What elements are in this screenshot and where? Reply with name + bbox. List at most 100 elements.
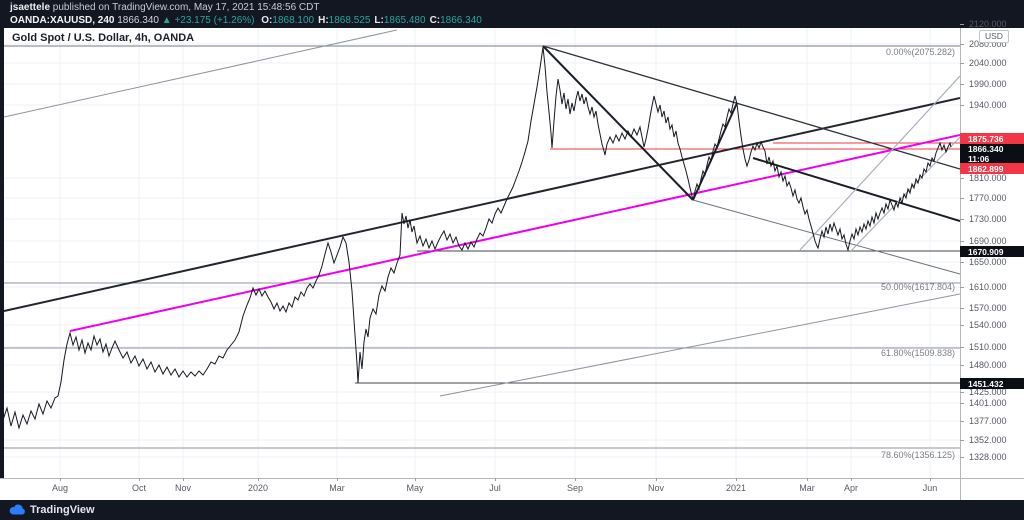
footer-bar: TradingView: [0, 500, 1024, 520]
price-axis-badge: 1866.340 11:06: [960, 143, 1024, 164]
ohlc-values: O:1868.100 H:1868.525 L:1865.480 C:1866.340: [257, 15, 482, 26]
price-tick-mark: [960, 44, 964, 45]
time-tick-mark: [851, 478, 852, 481]
time-tick-mark: [930, 478, 931, 481]
last-price: 1866.340: [117, 15, 159, 26]
drawing-magenta-trendline[interactable]: [69, 134, 960, 332]
price-tick-label: 2040.000: [969, 58, 1007, 68]
price-tick-mark: [960, 347, 964, 348]
price-tick-label: 1540.000: [969, 320, 1007, 330]
time-tick-mark: [656, 478, 657, 481]
ohlc-label: C:: [429, 15, 441, 26]
drawing-channel-black-upper[interactable]: [4, 97, 960, 312]
time-tick-label: Jul: [489, 483, 501, 493]
price-tick-label: 1940.000: [969, 100, 1007, 110]
badge-price: 1670.909: [968, 246, 1004, 257]
ohlc-value: 1868.100: [272, 15, 315, 26]
tradingview-brand-text[interactable]: TradingView: [30, 504, 95, 516]
price-tick-mark: [960, 198, 964, 199]
price-tick-mark: [960, 287, 964, 288]
price-axis-border: [960, 28, 961, 500]
drawing-trendline-highs[interactable]: [542, 45, 960, 170]
price-tick-mark: [960, 84, 964, 85]
fib-level-label: 0.00%(2075.282): [886, 47, 955, 57]
price-tick-label: 1650.000: [969, 257, 1007, 267]
price-axis[interactable]: 2120.000 2080.000 2040.000 1990.000 1940.000…: [960, 19, 1024, 478]
price-tick-label: 1770.000: [969, 193, 1007, 203]
price-tick-mark: [960, 421, 964, 422]
time-tick-mark: [575, 478, 576, 481]
drawing-zigzag-down[interactable]: [542, 45, 694, 201]
price-tick-mark: [960, 440, 964, 441]
time-tick-mark: [807, 478, 808, 481]
price-tick-label: 1377.000: [969, 416, 1007, 426]
time-tick-mark: [139, 478, 140, 481]
time-tick-mark: [736, 478, 737, 481]
price-tick-mark: [960, 262, 964, 263]
price-tick-label: 1990.000: [969, 79, 1007, 89]
time-tick-mark: [495, 478, 496, 481]
author-username: jsaettele: [10, 2, 51, 13]
time-tick-label: Oct: [131, 483, 146, 493]
price-tick-mark: [960, 403, 964, 404]
time-tick-label: Apr: [843, 483, 858, 493]
drawing-channel-gray-top[interactable]: [4, 29, 398, 118]
time-tick-label: Aug: [51, 483, 68, 493]
drawing-steep-channel-2[interactable]: [849, 136, 960, 253]
time-tick-label: Nov: [174, 483, 191, 493]
price-tick-label: 1401.000: [969, 398, 1007, 408]
price-tick-label: 1480.000: [969, 360, 1007, 370]
header-bar: jsaettele published on TradingView.com, …: [0, 0, 1024, 28]
ohlc-value: 1865.480: [383, 15, 426, 26]
time-tick-label: Mar: [799, 483, 815, 493]
price-chart-canvas[interactable]: 0.00%(2075.282) 50.00%(1617.804) 61.80%(15…: [0, 28, 1024, 478]
symbol-name: OANDA:XAUUSD, 240: [10, 15, 115, 26]
drawing-channel-gray-lower[interactable]: [439, 293, 960, 397]
price-tick-mark: [960, 308, 964, 309]
time-tick-mark: [337, 478, 338, 481]
tradingview-logo-icon[interactable]: [8, 504, 26, 516]
price-axis-badge: 1875.736: [960, 133, 1024, 144]
time-tick-label: Jun: [922, 483, 938, 493]
time-axis[interactable]: Aug Oct Nov 2020 Mar May Jul Sep Nov 2021 Mar Apr Ju…: [0, 478, 1024, 500]
drawing-trendline-lows[interactable]: [692, 199, 960, 275]
badge-price: 1451.432: [968, 378, 1004, 389]
fib-level-label: 78.60%(1356.125): [881, 450, 955, 460]
ohlc-label: L:: [374, 15, 384, 26]
ohlc-value: 1868.525: [328, 15, 371, 26]
time-tick-mark: [258, 478, 259, 481]
currency-badge[interactable]: USD: [979, 30, 1009, 43]
badge-price: 1862.899: [968, 163, 1004, 174]
time-tick-mark: [415, 478, 416, 481]
symbol-status-line: OANDA:XAUUSD, 240 1866.340 ▲ +23.175 (+1…: [10, 15, 482, 26]
price-change: +23.175 (+1.26%): [174, 15, 255, 26]
chart-watermark-title: Gold Spot / U.S. Dollar, 4h, OANDA: [12, 32, 195, 44]
price-tick-label: 1810.000: [969, 173, 1007, 183]
time-tick-label: May: [406, 483, 424, 493]
price-axis-badge: 1862.899: [960, 163, 1024, 174]
ohlc-label: O:: [261, 15, 273, 26]
badge-price: 1866.340: [968, 143, 1004, 154]
fib-level-label: 61.80%(1509.838): [881, 348, 955, 358]
price-tick-label: 1690.000: [969, 236, 1007, 246]
price-tick-label: 1352.000: [969, 435, 1007, 445]
price-tick-label: 1730.000: [969, 214, 1007, 224]
drawing-trendline-feb-break[interactable]: [752, 157, 960, 222]
time-tick-label: Mar: [329, 483, 345, 493]
ohlc-value: 1866.340: [440, 15, 482, 26]
price-tick-mark: [960, 241, 964, 242]
byline: jsaettele published on TradingView.com, …: [10, 2, 319, 13]
up-arrow-icon: ▲: [161, 15, 172, 26]
drawing-steep-channel-1[interactable]: [799, 75, 960, 251]
price-axis-badge: 1670.909: [960, 246, 1024, 257]
price-axis-badge: 1451.432: [960, 378, 1024, 389]
price-tick-mark: [960, 325, 964, 326]
time-tick-mark: [183, 478, 184, 481]
badge-countdown: 11:06: [968, 153, 990, 164]
price-tick-label: 1425.000: [969, 387, 1007, 397]
price-tick-mark: [960, 457, 964, 458]
time-tick-label: 2020: [247, 483, 269, 493]
gridlines: [4, 28, 960, 478]
price-tick-label: 1510.000: [969, 342, 1007, 352]
